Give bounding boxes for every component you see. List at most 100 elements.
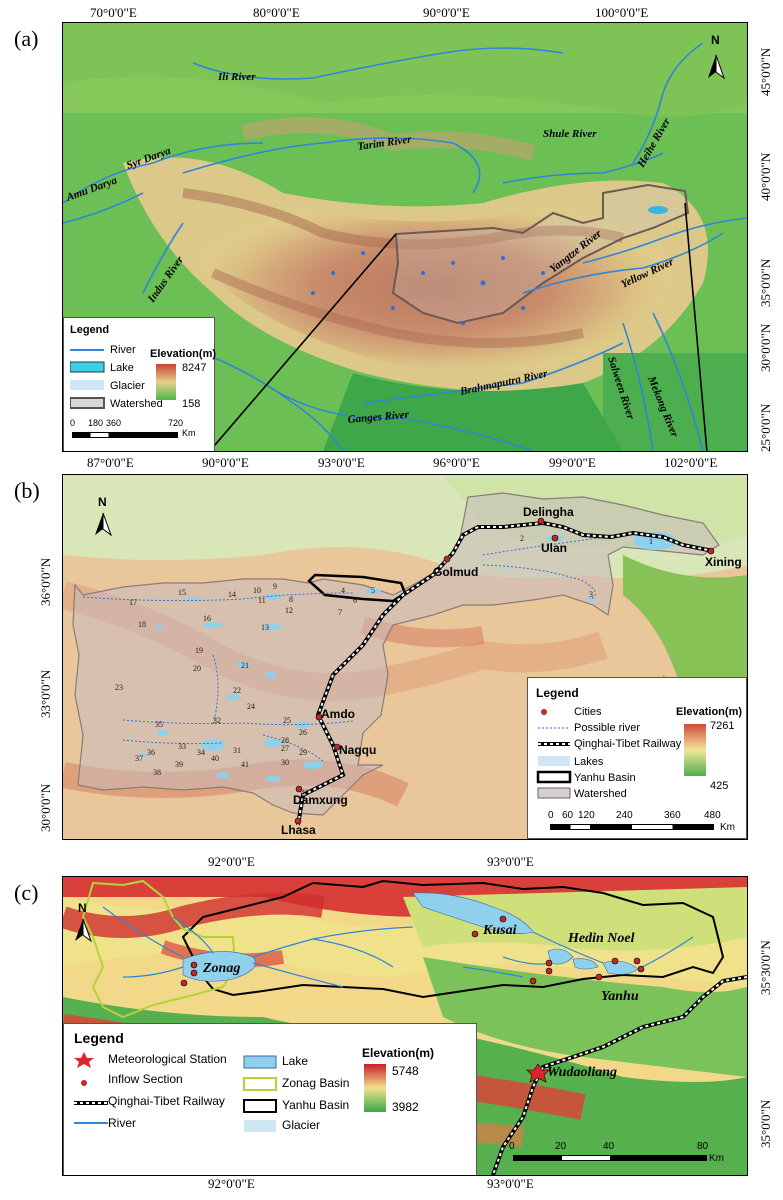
scale-c-3: 80 (697, 1141, 709, 1152)
legend-c-met-station: Meteorological Station (108, 1052, 227, 1066)
legend-a-watershed: Watershed (110, 398, 163, 410)
svg-text:17: 17 (129, 598, 137, 607)
legend-a-scale-2: 360 (106, 418, 122, 428)
lon-tick-b-0: 87°0'0"E (87, 455, 134, 470)
legend-c-lake: Lake (282, 1054, 309, 1068)
lon-tick-b-4: 99°0'0"E (549, 455, 596, 470)
city-label-xining: Xining (705, 555, 742, 569)
svg-text:29: 29 (299, 748, 307, 757)
lat-tick-c-0: 35°30'0"N (758, 940, 773, 995)
legend-a-elev-min: 158 (182, 398, 201, 410)
legend-a-glacier: Glacier (110, 380, 145, 392)
svg-text:42: 42 (301, 788, 309, 797)
legend-b-elev-ramp (684, 724, 706, 776)
legend-c-elev-ramp (364, 1064, 386, 1112)
legend-a-scale-3: 720 (168, 418, 184, 428)
city-label-delingha: Delingha (523, 505, 574, 519)
lon-tick-a-1: 80°0'0"E (253, 5, 300, 20)
legend-c-elev-min: 3982 (392, 1100, 419, 1114)
lon-tick-b-1: 90°0'0"E (202, 455, 249, 470)
legend-b-scalebar (550, 824, 714, 830)
svg-text:26: 26 (299, 728, 307, 737)
river-label-ili: Ili River (217, 71, 256, 83)
svg-text:31: 31 (233, 746, 241, 755)
legend-a-elev-max: 8247 (182, 362, 207, 374)
svg-text:9: 9 (273, 582, 277, 591)
svg-text:40: 40 (211, 754, 219, 763)
legend-a-scale-0: 0 (70, 418, 76, 428)
legend-c-elev-title: Elevation(m) (362, 1046, 435, 1060)
lat-tick-b-2: 30°0'0"N (38, 783, 53, 832)
panel-c-label: (c) (14, 880, 39, 905)
legend-b-scale-4: 360 (664, 810, 681, 821)
legend-c-inflow-section: Inflow Section (108, 1072, 183, 1086)
legend-b-scale-0: 0 (548, 810, 554, 821)
lat-tick-a-1: 40°0'0"N (758, 152, 773, 201)
lon-tick-c-bottom-0: 92°0'0"E (208, 1176, 255, 1191)
svg-text:21: 21 (241, 661, 249, 670)
city-label-damxung: Damxung (293, 793, 348, 807)
legend-a-scale-1: 180 (88, 418, 104, 428)
svg-text:6: 6 (353, 596, 357, 605)
legend-b-scale-2: 120 (578, 810, 595, 821)
north-label-b: N (98, 495, 107, 509)
legend-c-symbols-mid (243, 1055, 277, 1132)
north-label-c: N (78, 901, 87, 915)
legend-b-elev-max: 7261 (710, 720, 735, 732)
terrain-map-a: Ili River Tarim River Shule River Heihe … (63, 23, 747, 451)
svg-text:11: 11 (258, 596, 266, 605)
svg-text:30: 30 (281, 758, 289, 767)
legend-b-cities: Cities (574, 706, 602, 718)
met-station-c (526, 1063, 550, 1083)
north-arrow-c (75, 918, 93, 943)
inflow-sections-c (180, 915, 645, 987)
lon-tick-a-2: 90°0'0"E (423, 5, 470, 20)
legend-a-river: River (110, 344, 136, 356)
svg-text:4: 4 (341, 586, 345, 595)
svg-text:23: 23 (115, 683, 123, 692)
legend-b-scale-5: 480 (704, 810, 721, 821)
svg-text:14: 14 (228, 590, 236, 599)
river-label-shule: Shule River (543, 128, 597, 140)
legend-c-glacier: Glacier (282, 1118, 321, 1132)
lat-tick-c-1: 35°0'0"N (758, 1099, 773, 1148)
svg-text:41: 41 (241, 760, 249, 769)
city-label-amdo: Amdo (321, 707, 355, 721)
lon-tick-a-0: 70°0'0"E (90, 5, 137, 20)
lon-tick-b-2: 93°0'0"E (318, 455, 365, 470)
legend-b-watershed: Watershed (574, 788, 627, 800)
svg-text:20: 20 (193, 664, 201, 673)
legend-c: Legend Meteorological Station Inflow Sec… (63, 1023, 477, 1175)
lake-label-yanhu: Yanhu (601, 989, 639, 1004)
svg-text:38: 38 (153, 768, 161, 777)
svg-text:8: 8 (289, 595, 293, 604)
lakes-a (311, 206, 668, 325)
station-label-wudaoliang: Wudaoliang (547, 1065, 618, 1080)
legend-a-scalebar (72, 432, 178, 438)
lon-tick-b-5: 102°0'0"E (664, 455, 718, 470)
legend-a-elev-title: Elevation(m) (150, 348, 217, 360)
scale-c-1: 20 (555, 1141, 567, 1152)
svg-text:36: 36 (147, 748, 155, 757)
svg-text:39: 39 (175, 760, 183, 769)
lakes-c (182, 892, 639, 982)
legend-b-possible-river: Possible river (574, 722, 641, 734)
legend-a-elev-ramp (156, 364, 176, 400)
legend-b-elev-min: 425 (710, 780, 729, 792)
city-label-nagqu: Nagqu (339, 743, 377, 757)
map-panel-c: N Zonag Kusai Hedin Noel Yanhu Wudaolian… (62, 876, 748, 1176)
svg-text:5: 5 (371, 586, 375, 595)
lat-tick-a-2: 35°0'0"N (758, 258, 773, 307)
legend-c-zonag-basin: Zonag Basin (282, 1076, 350, 1090)
city-dots-b (294, 517, 715, 825)
north-label-a: N (711, 33, 720, 47)
svg-text:10: 10 (253, 586, 261, 595)
svg-text:33: 33 (178, 742, 186, 751)
rivers-c (102, 906, 694, 988)
svg-text:37: 37 (135, 754, 143, 763)
svg-text:34: 34 (197, 748, 205, 757)
svg-text:3: 3 (589, 590, 593, 599)
svg-text:12: 12 (285, 606, 293, 615)
svg-text:22: 22 (233, 686, 241, 695)
